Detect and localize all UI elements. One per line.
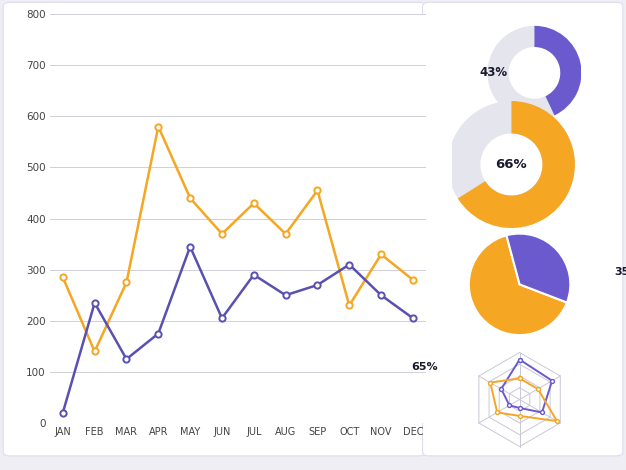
Text: 65%: 65% [412,362,438,372]
Text: 35%: 35% [615,266,626,277]
Text: 43%: 43% [480,66,508,79]
Wedge shape [535,26,582,115]
Text: 66%: 66% [496,158,527,171]
Wedge shape [506,234,570,303]
Wedge shape [448,101,575,228]
Wedge shape [469,235,567,335]
Wedge shape [488,26,582,120]
Wedge shape [458,101,575,228]
